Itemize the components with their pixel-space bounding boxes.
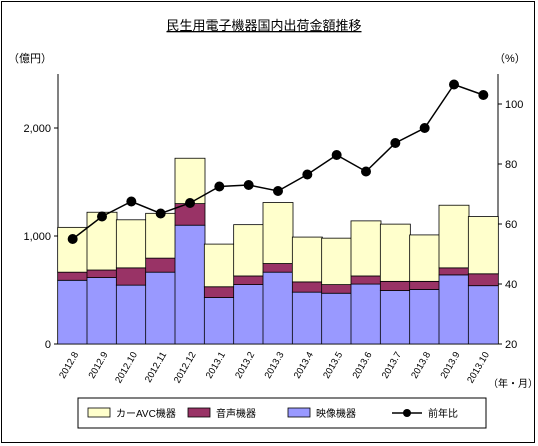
y-left-tick-label: 1,000 (23, 231, 51, 243)
legend-marker-前年比 (403, 409, 411, 417)
bar-音声機器-2013.8 (409, 280, 441, 290)
point-前年比-2013.7 (390, 138, 401, 148)
point-前年比-2013.1 (214, 181, 225, 192)
legend-label-カーAVC機器: カーAVC機器 (116, 407, 176, 420)
bar-映像機器-2013.10 (467, 285, 499, 345)
x-tick-label: 2012.9 (87, 350, 111, 381)
bar-カーAVC機器-2013.4 (291, 236, 323, 283)
point-前年比-2012.9 (97, 211, 107, 222)
y-right-tick-label: 20 (505, 339, 517, 351)
y-right-tick-label: 100 (505, 99, 523, 111)
x-tick-label: 2013.6 (351, 350, 375, 381)
bar-映像機器-2013.8 (409, 289, 441, 345)
x-tick-label: 2012.8 (57, 350, 81, 381)
point-前年比-2013.9 (449, 79, 459, 90)
bar-映像機器-2013.6 (350, 283, 382, 345)
bar-カーAVC機器-2013.8 (409, 234, 441, 282)
bar-音声機器-2013.1 (203, 286, 235, 298)
x-tick-label: 2012.12 (172, 350, 199, 385)
bar-カーAVC機器-2013.2 (233, 224, 265, 277)
legend-label-音声機器: 音声機器 (216, 407, 256, 420)
y-left-tick-label: 2,000 (23, 123, 51, 135)
bar-映像機器-2013.3 (262, 271, 294, 345)
bar-音声機器-2013.6 (350, 275, 382, 285)
point-前年比-2012.8 (67, 234, 78, 244)
y-right-tick-label: 60 (505, 219, 517, 231)
y-left-unit: （億円） (8, 52, 52, 65)
legend-label-映像機器: 映像機器 (316, 407, 356, 420)
legend-swatch-映像機器 (287, 407, 311, 418)
bar-カーAVC機器-2013.5 (321, 237, 353, 286)
bar-映像機器-2012.9 (86, 277, 118, 345)
x-tick-label: 2013.9 (439, 350, 463, 381)
point-前年比-2013.4 (302, 169, 313, 180)
point-前年比-2013.10 (478, 90, 489, 100)
x-tick-label: 2013.5 (321, 350, 345, 381)
bar-映像機器-2013.2 (233, 284, 265, 345)
bar-音声機器-2013.2 (233, 275, 265, 285)
bar-カーAVC機器-2012.10 (115, 219, 147, 269)
point-前年比-2013.6 (361, 166, 371, 177)
x-tick-label: 2013.7 (380, 350, 404, 381)
bar-映像機器-2013.9 (438, 274, 470, 345)
x-tick-label: 2013.1 (204, 350, 228, 381)
bar-音声機器-2012.10 (115, 267, 147, 286)
point-前年比-2012.12 (185, 198, 195, 208)
bar-カーAVC機器-2013.1 (203, 243, 235, 288)
bar-映像機器-2012.11 (145, 271, 177, 345)
y-right-tick-label: 40 (505, 279, 517, 291)
chart-title: 民生用電子機器国内出荷金額推移 (166, 18, 361, 33)
bar-音声機器-2012.8 (57, 271, 89, 281)
point-前年比-2013.2 (243, 180, 254, 190)
point-前年比-2013.5 (331, 150, 342, 160)
bar-カーAVC機器-2013.9 (438, 204, 470, 269)
x-tick-label: 2012.11 (143, 350, 169, 385)
bar-音声機器-2013.4 (291, 281, 323, 293)
bar-音声機器-2013.5 (321, 284, 353, 294)
legend-swatch-音声機器 (187, 407, 211, 418)
bar-音声機器-2013.3 (262, 263, 294, 273)
legend-label-前年比: 前年比 (428, 407, 458, 420)
bar-カーAVC機器-2012.12 (174, 157, 206, 205)
point-前年比-2012.10 (126, 196, 137, 207)
bar-音声機器-2013.10 (467, 273, 499, 287)
bar-映像機器-2013.5 (321, 292, 353, 345)
bar-映像機器-2012.12 (174, 224, 206, 345)
y-left-tick-label: 0 (45, 339, 51, 351)
y-right-tick-label: 80 (505, 159, 517, 171)
point-前年比-2013.8 (419, 123, 430, 133)
bar-カーAVC機器-2013.3 (262, 202, 294, 264)
bar-カーAVC機器-2013.10 (467, 216, 499, 275)
bar-映像機器-2013.7 (379, 290, 411, 345)
bar-音声機器-2013.7 (379, 280, 411, 291)
bar-音声機器-2012.9 (86, 269, 118, 278)
point-前年比-2013.3 (273, 186, 283, 196)
bar-カーAVC機器-2013.6 (350, 220, 382, 277)
bar-音声機器-2012.11 (145, 257, 177, 273)
bar-映像機器-2013.4 (291, 291, 323, 345)
bar-音声機器-2013.9 (438, 267, 470, 276)
bar-映像機器-2012.8 (57, 279, 89, 345)
y-right-unit: （%） (494, 52, 526, 65)
legend-swatch-カーAVC機器 (87, 407, 111, 418)
bar-カーAVC機器-2013.7 (379, 223, 411, 282)
x-tick-label: 2013.2 (233, 350, 257, 381)
bar-映像機器-2013.1 (203, 297, 235, 345)
point-前年比-2012.11 (155, 208, 166, 219)
x-tick-label: 2012.10 (113, 350, 140, 385)
x-tick-label: 2013.8 (409, 350, 433, 381)
bar-映像機器-2012.10 (115, 284, 147, 345)
bar-カーAVC機器-2012.11 (145, 212, 177, 259)
x-unit: （年・月） (488, 377, 538, 390)
x-tick-label: 2013.3 (263, 350, 287, 381)
x-tick-label: 2013.4 (292, 350, 316, 381)
